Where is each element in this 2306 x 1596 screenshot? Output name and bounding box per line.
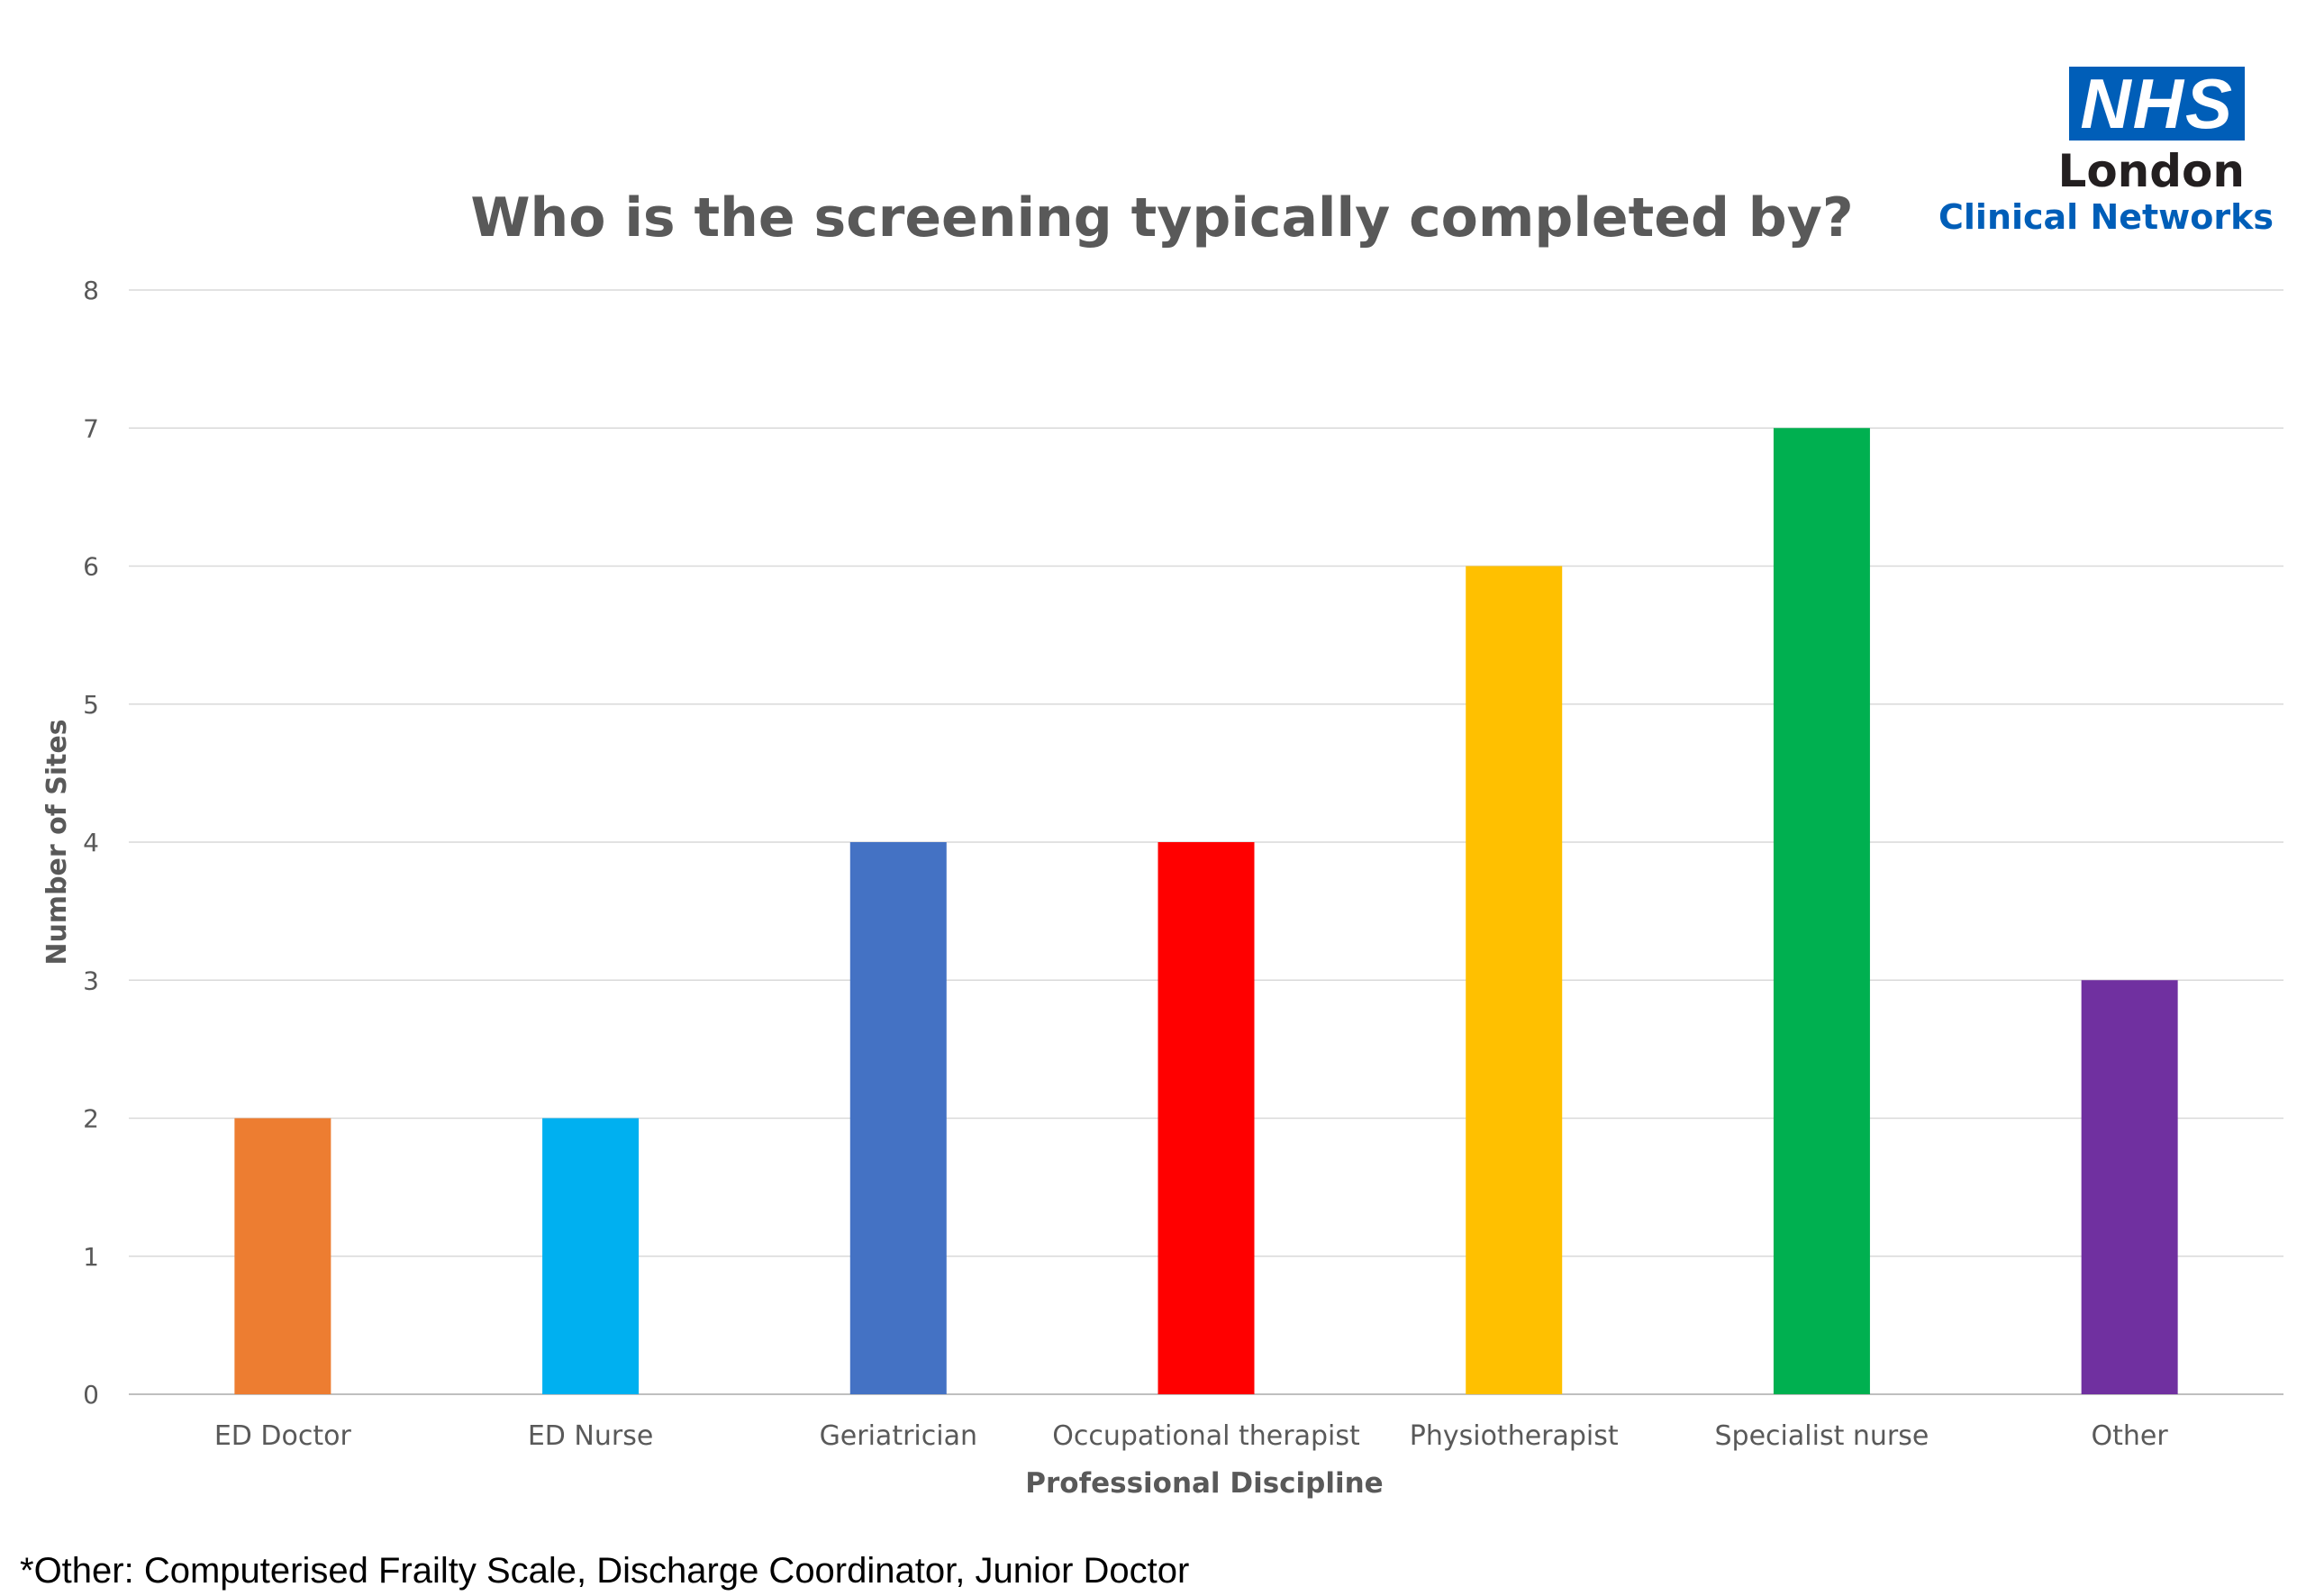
bar — [542, 1118, 640, 1394]
x-tick-label: Geriatrician — [820, 1420, 977, 1452]
y-tick-label: 7 — [83, 413, 99, 443]
y-tick-label: 4 — [83, 828, 99, 857]
x-tick-label: Specialist nurse — [1715, 1420, 1929, 1452]
chart-title: Who is the screening typically completed… — [470, 186, 1853, 249]
x-tick-label: Other — [2092, 1420, 2169, 1452]
bar — [234, 1118, 331, 1394]
y-tick-label: 5 — [83, 690, 99, 720]
x-tick-label: Occupational therapist — [1052, 1420, 1360, 1452]
y-tick-label: 0 — [83, 1380, 99, 1410]
x-tick-label: ED Nurse — [528, 1420, 653, 1452]
bar — [2081, 980, 2178, 1394]
x-tick-label: Physiotherapist — [1410, 1420, 1619, 1452]
y-axis-ticks: 0 1 2 3 4 5 6 7 8 — [83, 276, 99, 1410]
logo-london: London — [2057, 145, 2245, 197]
bar — [1158, 842, 1255, 1394]
y-tick-label: 3 — [83, 966, 99, 995]
y-tick-label: 8 — [83, 276, 99, 305]
y-tick-label: 2 — [83, 1104, 99, 1134]
footnote: *Other: Computerised Frailty Scale, Disc… — [20, 1551, 1190, 1591]
x-tick-label: ED Doctor — [214, 1420, 352, 1452]
bar — [1466, 566, 1563, 1394]
nhs-mark: NHS — [2069, 67, 2245, 141]
y-tick-label: 1 — [83, 1242, 99, 1272]
nhs-logo: NHS London Clinical Networks — [1938, 67, 2274, 238]
y-tick-label: 6 — [83, 552, 99, 582]
bar — [1773, 428, 1870, 1394]
bars — [234, 428, 2178, 1394]
bar — [849, 842, 947, 1394]
x-axis-ticks: ED Doctor ED Nurse Geriatrician Occupationa… — [214, 1420, 2169, 1452]
x-axis-title: Professional Discipline — [1025, 1467, 1383, 1500]
y-axis-title: Number of Sites — [41, 719, 73, 965]
logo-clinical-networks: Clinical Networks — [1938, 197, 2274, 237]
